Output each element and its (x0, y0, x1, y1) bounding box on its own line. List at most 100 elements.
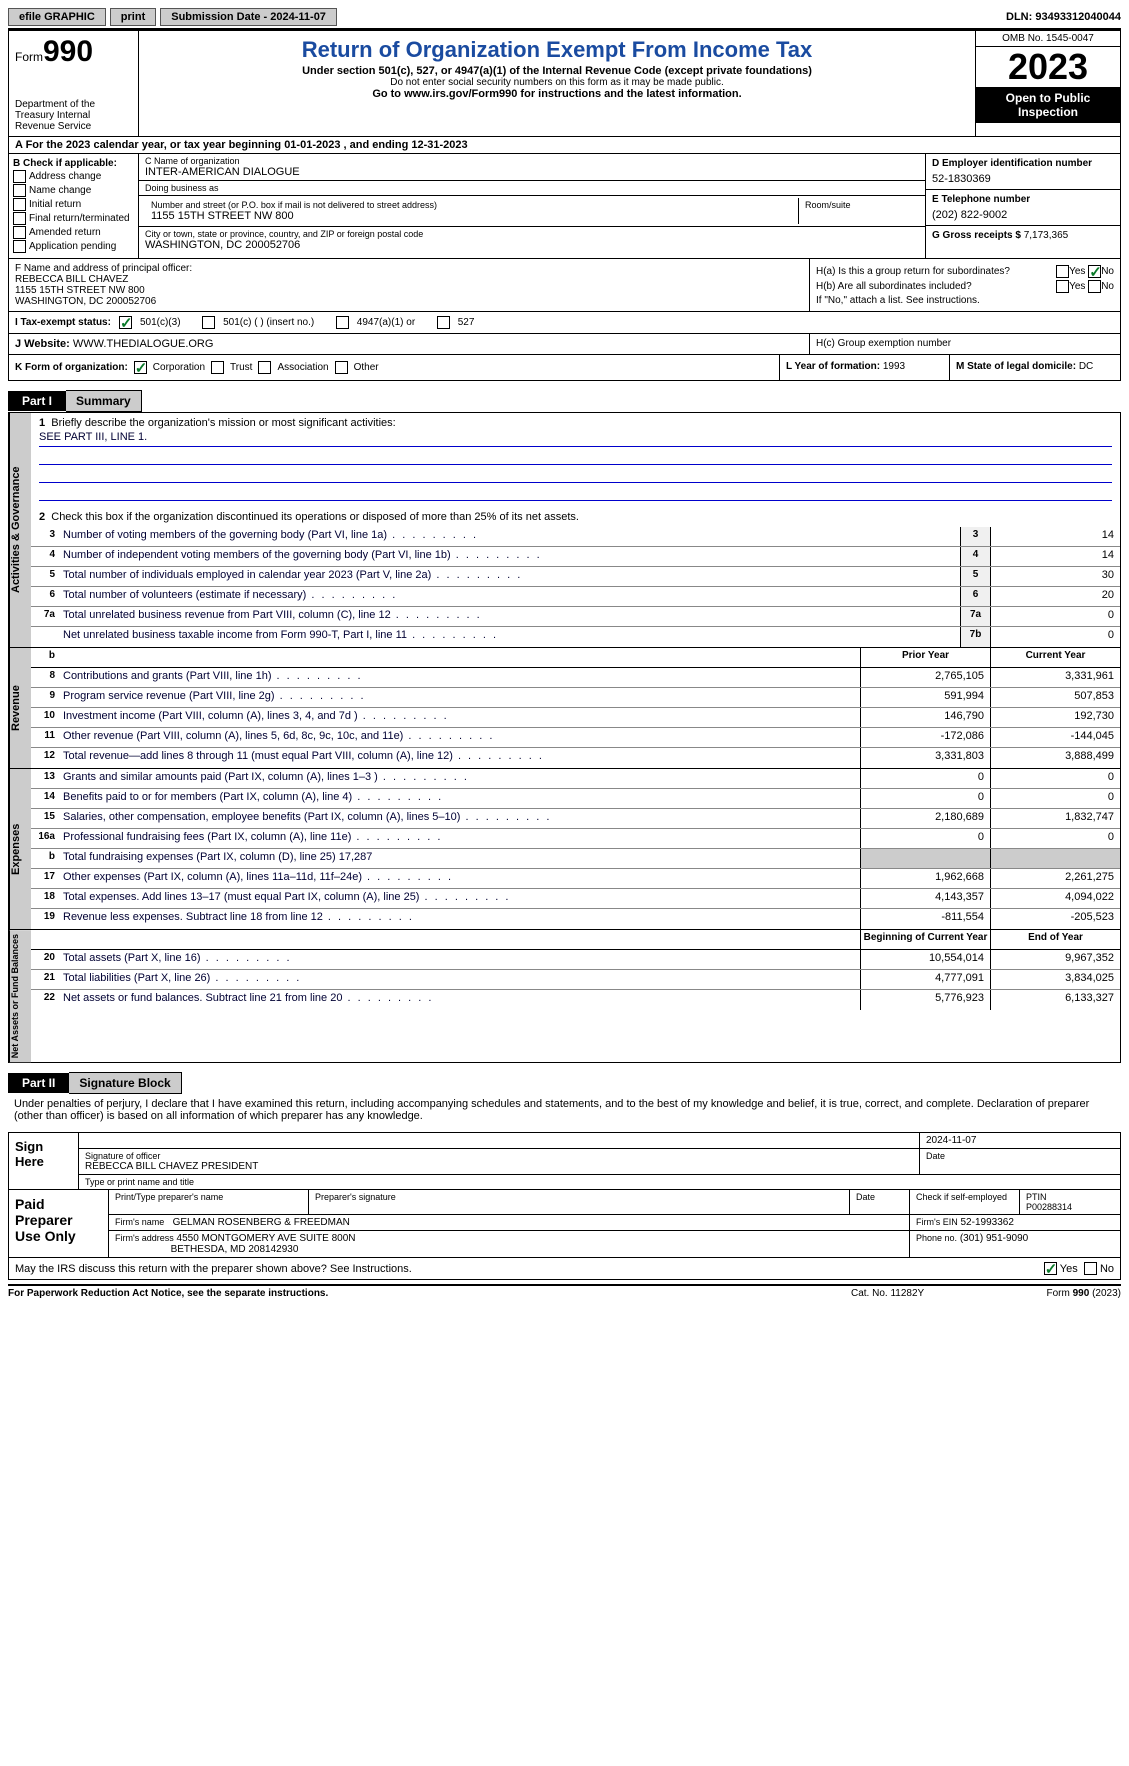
firm-ein-lbl: Firm's EIN (916, 1217, 958, 1227)
q2-text: Check this box if the organization disco… (51, 511, 579, 523)
chk-assoc[interactable] (258, 361, 271, 374)
part1-table: Activities & Governance 1 Briefly descri… (8, 412, 1121, 1063)
form-ref: Form 990 (2023) (1047, 1288, 1121, 1299)
self-emp-lbl: Check if self-employed (916, 1192, 1007, 1202)
dept-treasury: Department of the Treasury Internal Reve… (15, 99, 132, 132)
row-num: 15 (31, 809, 59, 828)
side-expenses: Expenses (9, 769, 31, 929)
cat-no: Cat. No. 11282Y (851, 1288, 1001, 1299)
part1-header: Part I (8, 391, 66, 411)
chk-pending[interactable] (13, 240, 26, 253)
end-year-hdr: End of Year (990, 930, 1120, 949)
chk-4947[interactable] (336, 316, 349, 329)
row-current: 192,730 (990, 708, 1120, 727)
discuss-row: May the IRS discuss this return with the… (8, 1258, 1121, 1280)
sig-type-lbl: Type or print name and title (79, 1175, 1120, 1189)
row-desc: Total fundraising expenses (Part IX, col… (59, 849, 860, 868)
chk-name-change[interactable] (13, 184, 26, 197)
chk-527[interactable] (437, 316, 450, 329)
chk-final-return[interactable] (13, 212, 26, 225)
row-desc: Total number of volunteers (estimate if … (59, 587, 960, 606)
tel-value: (202) 822-9002 (932, 205, 1114, 221)
row-num: 4 (31, 547, 59, 566)
row-desc: Revenue less expenses. Subtract line 18 … (59, 909, 860, 929)
omb-number: OMB No. 1545-0047 (976, 31, 1120, 47)
row-current: 3,331,961 (990, 668, 1120, 687)
officer-addr2: WASHINGTON, DC 200052706 (15, 296, 803, 307)
lbl-other: Other (354, 362, 379, 373)
chk-address-change[interactable] (13, 170, 26, 183)
ein-value: 52-1830369 (932, 169, 1114, 185)
row-num: 16a (31, 829, 59, 848)
row-desc: Other revenue (Part VIII, column (A), li… (59, 728, 860, 747)
row-current: 507,853 (990, 688, 1120, 707)
row-num: 8 (31, 668, 59, 687)
firm-addr2: BETHESDA, MD 208142930 (171, 1244, 299, 1255)
row-val: 14 (990, 527, 1120, 546)
paid-preparer: Paid Preparer Use Only (9, 1190, 109, 1257)
year-formation: 1993 (883, 361, 905, 372)
ein-label: D Employer identification number (932, 158, 1114, 169)
row-val: 14 (990, 547, 1120, 566)
firm-ein: 52-1993362 (961, 1217, 1014, 1228)
row-num: 11 (31, 728, 59, 747)
prep-name-lbl: Print/Type preparer's name (109, 1190, 309, 1214)
officer-label: F Name and address of principal officer: (15, 263, 803, 274)
tax-year: 2023 (976, 47, 1120, 87)
chk-amended[interactable] (13, 226, 26, 239)
row-desc: Number of voting members of the governin… (59, 527, 960, 546)
side-revenue: Revenue (9, 648, 31, 768)
discuss-no[interactable] (1084, 1262, 1097, 1275)
chk-501c3[interactable] (119, 316, 132, 329)
preparer-block: Paid Preparer Use Only Print/Type prepar… (8, 1190, 1121, 1258)
row-desc: Net unrelated business taxable income fr… (59, 627, 960, 647)
row-box: 5 (960, 567, 990, 586)
row-desc: Total revenue—add lines 8 through 11 (mu… (59, 748, 860, 768)
officer-name: REBECCA BILL CHAVEZ (15, 274, 803, 285)
lbl-assoc: Association (277, 362, 328, 373)
lbl-trust: Trust (230, 362, 252, 373)
hb-no[interactable] (1088, 280, 1101, 293)
row-prior: 591,994 (860, 688, 990, 707)
row-desc: Investment income (Part VIII, column (A)… (59, 708, 860, 727)
row-box: 6 (960, 587, 990, 606)
row-current (990, 849, 1120, 868)
website-value[interactable]: WWW.THEDIALOGUE.ORG (73, 338, 214, 350)
row-num: 19 (31, 909, 59, 929)
row-desc: Contributions and grants (Part VIII, lin… (59, 668, 860, 687)
chk-501c[interactable] (202, 316, 215, 329)
row-num: 21 (31, 970, 59, 989)
tax-status-label: I Tax-exempt status: (15, 317, 111, 328)
form-word: Form (15, 50, 43, 64)
gross-value: 7,173,365 (1024, 230, 1069, 241)
mission-line2 (39, 449, 1112, 465)
row-prior: 0 (860, 769, 990, 788)
ptin-val: P00288314 (1026, 1202, 1114, 1212)
hb-note: If "No," attach a list. See instructions… (816, 295, 1114, 306)
print-button[interactable]: print (110, 8, 156, 26)
sign-here: Sign Here (9, 1133, 79, 1189)
col-b-header: B Check if applicable: (13, 158, 134, 169)
lbl-final-return: Final return/terminated (29, 213, 130, 224)
city-label: City or town, state or province, country… (145, 229, 919, 239)
form-subtitle: Under section 501(c), 527, or 4947(a)(1)… (147, 65, 967, 77)
ha-yes[interactable] (1056, 265, 1069, 278)
chk-corp[interactable] (134, 361, 147, 374)
chk-initial-return[interactable] (13, 198, 26, 211)
mission-line4 (39, 485, 1112, 501)
row-current: 2,261,275 (990, 869, 1120, 888)
row-prior: 1,962,668 (860, 869, 990, 888)
chk-other[interactable] (335, 361, 348, 374)
hb-yes[interactable] (1056, 280, 1069, 293)
dln-number: DLN: 93493312040044 (1006, 11, 1121, 23)
discuss-yes[interactable] (1044, 1262, 1057, 1275)
row-current: 0 (990, 769, 1120, 788)
goto-link[interactable]: Go to www.irs.gov/Form990 for instructio… (147, 88, 967, 100)
part2-title: Signature Block (69, 1072, 181, 1094)
ha-yes-lbl: Yes (1069, 266, 1085, 277)
ha-no[interactable] (1088, 265, 1101, 278)
row-desc: Net assets or fund balances. Subtract li… (59, 990, 860, 1010)
perjury-declaration: Under penalties of perjury, I declare th… (8, 1094, 1121, 1126)
row-prior: 5,776,923 (860, 990, 990, 1010)
chk-trust[interactable] (211, 361, 224, 374)
